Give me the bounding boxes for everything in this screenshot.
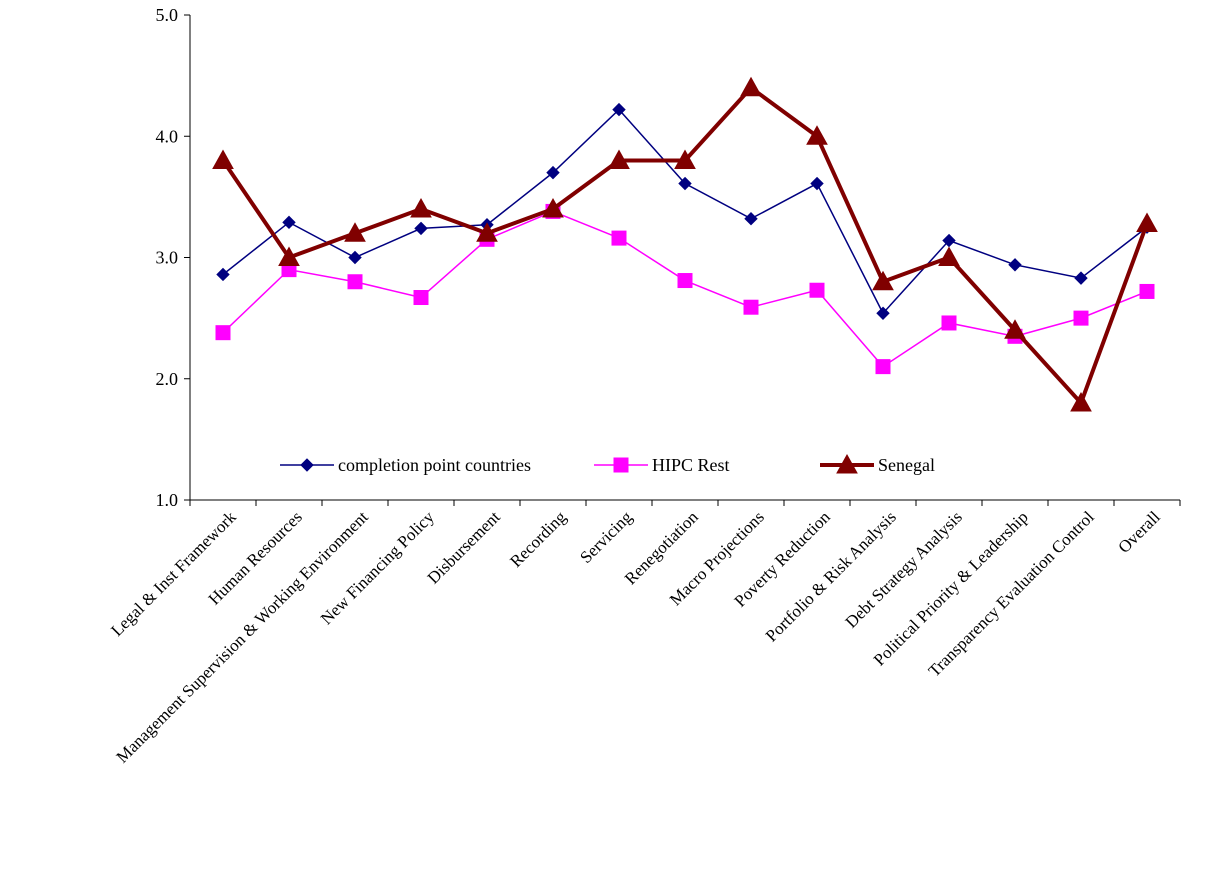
legend-label: completion point countries <box>338 455 531 475</box>
data-point <box>542 197 564 218</box>
x-tick-label: Legal & Inst Framework <box>107 507 240 640</box>
data-point <box>941 315 957 331</box>
data-point <box>1004 319 1026 339</box>
y-axis: 1.0 2.0 3.0 4.0 5.0 <box>156 5 191 510</box>
x-tick-label: Servicing <box>576 507 636 567</box>
y-tick-label: 4.0 <box>156 126 179 146</box>
data-point <box>1008 258 1022 272</box>
data-point <box>1070 391 1092 412</box>
data-point <box>348 250 362 265</box>
data-point <box>611 230 627 246</box>
legend-marker <box>613 457 629 473</box>
y-tick-label: 1.0 <box>156 490 179 510</box>
data-point <box>1139 283 1155 299</box>
x-tick-label: Debt Strategy Analysis <box>842 507 966 631</box>
legend-item: completion point countries <box>280 455 531 475</box>
data-point <box>876 306 890 320</box>
y-tick-label: 5.0 <box>156 5 179 25</box>
data-point <box>743 299 759 315</box>
data-point <box>810 176 824 191</box>
data-point <box>678 176 692 191</box>
data-point <box>612 102 626 117</box>
x-tick-label: Recording <box>506 507 570 571</box>
x-tick-label: New Financing Policy <box>317 507 438 628</box>
y-tick-label: 2.0 <box>156 369 179 389</box>
data-point <box>476 222 498 242</box>
x-tick-label: Management Supervision & Working Environ… <box>113 507 372 766</box>
series-senegal <box>212 76 1158 412</box>
y-tick-label: 3.0 <box>156 248 179 268</box>
data-point <box>740 76 762 97</box>
data-point <box>809 282 825 298</box>
data-point <box>216 267 230 282</box>
data-point <box>344 222 366 242</box>
data-point <box>744 211 758 226</box>
data-point <box>875 359 891 375</box>
x-tick-label: Overall <box>1114 507 1164 557</box>
data-point <box>1136 212 1158 233</box>
data-point <box>410 197 432 218</box>
data-point <box>872 270 894 291</box>
x-tick-label: Portfolio & Risk Analysis <box>762 507 900 645</box>
series-line <box>221 85 1149 407</box>
data-point <box>282 215 296 230</box>
data-point <box>212 149 234 169</box>
data-point <box>546 165 560 180</box>
data-point <box>608 149 630 169</box>
legend-item: HIPC Rest <box>594 455 730 475</box>
data-point <box>938 246 960 266</box>
data-point <box>1074 271 1088 285</box>
legend-marker <box>836 453 858 474</box>
legend-label: Senegal <box>878 455 935 475</box>
data-point <box>674 149 696 169</box>
data-point <box>414 221 428 236</box>
legend-marker <box>300 458 314 472</box>
legend-label: HIPC Rest <box>652 455 730 475</box>
data-point <box>278 246 300 266</box>
data-point <box>677 273 693 289</box>
legend-item: Senegal <box>820 453 935 475</box>
data-point <box>215 325 231 341</box>
data-point <box>413 290 429 306</box>
data-point <box>806 125 828 145</box>
legend: completion point countries HIPC Rest Seneg… <box>280 453 935 475</box>
data-point <box>347 274 363 290</box>
series-layer <box>212 76 1158 412</box>
data-point <box>1073 310 1089 326</box>
